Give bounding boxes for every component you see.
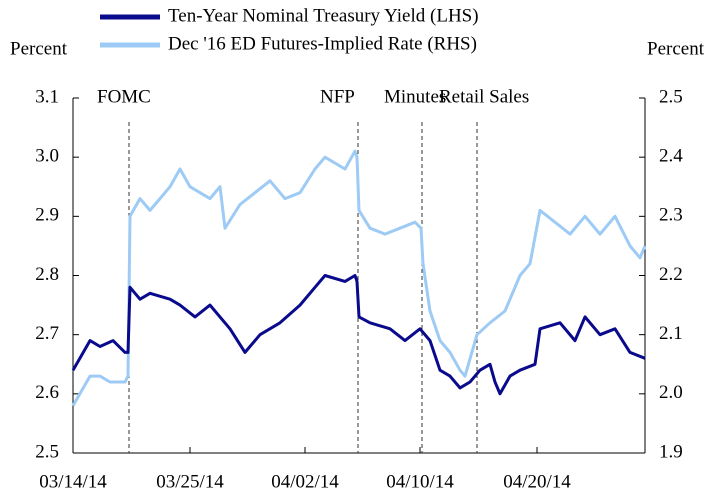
y-tick-label: 2.8: [35, 264, 59, 285]
y-tick-label: 3.1: [35, 86, 59, 107]
y2-tick-label: 2.3: [659, 205, 683, 226]
y-tick-label: 2.5: [35, 441, 59, 462]
x-tick-label: 03/25/14: [156, 471, 224, 492]
legend-label: Ten-Year Nominal Treasury Yield (LHS): [168, 5, 479, 26]
x-tick-label: 04/02/14: [271, 471, 339, 492]
y2-tick-label: 2.2: [659, 264, 683, 285]
y2-tick-label: 1.9: [659, 441, 683, 462]
event-label: NFP: [320, 86, 355, 107]
series-line: [71, 274, 646, 396]
x-tick-label: 04/20/14: [503, 471, 571, 492]
y2-tick-label: 2.1: [659, 323, 683, 344]
y-tick-label: 2.6: [35, 382, 59, 403]
event-label: Minutes: [384, 86, 446, 107]
x-tick-label: 04/10/14: [386, 471, 454, 492]
y-axis-label: Percent: [10, 38, 68, 59]
event-label: FOMC: [97, 86, 151, 107]
x-tick-label: 03/14/14: [39, 471, 107, 492]
y2-tick-label: 2.0: [659, 382, 683, 403]
y2-tick-label: 2.5: [659, 86, 683, 107]
event-label: Retail Sales: [439, 86, 529, 107]
y2-tick-label: 2.4: [659, 146, 683, 167]
y-tick-label: 2.9: [35, 205, 59, 226]
y2-axis-label: Percent: [647, 38, 705, 59]
y-tick-label: 2.7: [35, 323, 59, 344]
series-line: [71, 149, 647, 407]
legend-label: Dec '16 ED Futures-Implied Rate (RHS): [168, 33, 477, 54]
y-tick-label: 3.0: [35, 146, 59, 167]
